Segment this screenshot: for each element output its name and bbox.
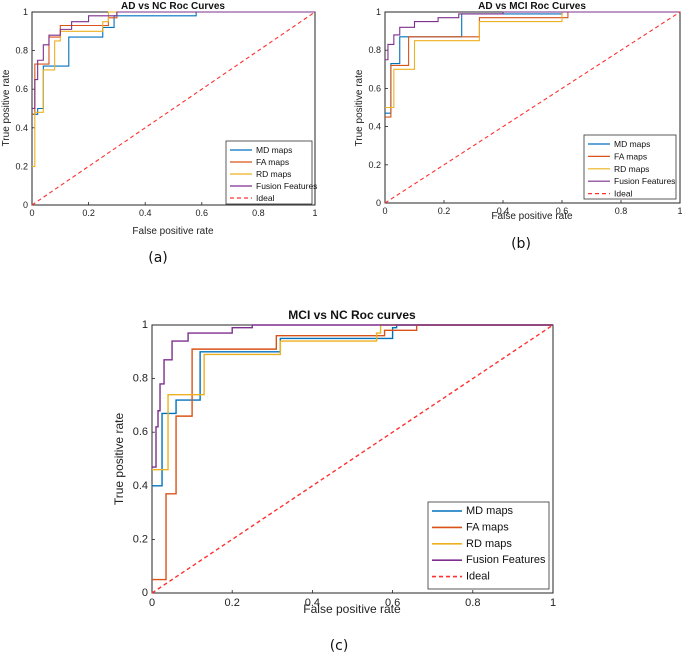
x-tick-label: 0.2: [82, 208, 95, 218]
panel-c: 0 0.2 0.4 0.6 0.8 1 0 0.2 0.4 0.6 0.8 1 MCI vs NC R…: [112, 308, 556, 654]
x-axis-label: False positive rate: [491, 211, 573, 222]
series-group: [151, 324, 554, 594]
x-tick-label: 0.6: [556, 206, 569, 216]
y-tick-label: 1: [23, 7, 28, 17]
legend-box: [583, 134, 677, 200]
legend-box: [427, 501, 550, 590]
y-tick-label: 0.6: [133, 426, 148, 438]
x-tick-label: 1: [677, 206, 682, 216]
legend: MD maps FA maps RD maps Fusion Features Idea…: [427, 501, 550, 590]
series-line-fa-maps: [385, 11, 680, 118]
series-line-md-maps: [32, 11, 315, 115]
x-tick-label: 0.4: [305, 597, 320, 609]
series-group: [384, 11, 681, 204]
y-tick-label: 0.2: [15, 161, 28, 171]
x-tick-label: 0.2: [438, 206, 451, 216]
series-line-fusion-features: [32, 11, 315, 110]
series-line-ideal: [31, 11, 316, 206]
panel-a: 0 0.2 0.4 0.6 0.8 1 0 0.2 0.4 0.6 0.8 1 AD vs NC Ro…: [1, 1, 318, 266]
legend-label: Ideal: [614, 189, 633, 199]
y-tick-label: 0.4: [15, 123, 28, 133]
series-line-rd-maps: [152, 324, 553, 471]
x-tick-label: 0.4: [139, 208, 152, 218]
legend-label: Fusion Features: [466, 554, 546, 566]
y-axis-label: True positive rate: [354, 69, 365, 146]
x-tick-label: 0.6: [385, 597, 400, 609]
x-tick-label: 0.4: [497, 206, 510, 216]
x-tick-label: 0: [382, 206, 387, 216]
legend-label: Ideal: [256, 193, 275, 203]
y-tick-label: 0.2: [133, 533, 148, 545]
panel-caption: (c): [330, 638, 349, 654]
series-line-fusion-features: [385, 11, 680, 61]
y-tick-label: 0.4: [368, 122, 381, 132]
panel-caption: (b): [511, 236, 531, 252]
x-axis-label: False positive rate: [132, 226, 214, 237]
legend-label: MD maps: [466, 505, 514, 517]
series-line-md-maps: [152, 324, 553, 487]
y-tick-label: 0: [376, 198, 381, 208]
tick-group: 0 0.2 0.4 0.6 0.8 1 0 0.2 0.4 0.6 0.8 1: [368, 7, 682, 216]
x-tick-label: 1: [550, 597, 556, 609]
y-tick-label: 0.2: [368, 160, 381, 170]
y-tick-label: 0.4: [133, 480, 148, 492]
x-axis-label: False positive rate: [303, 602, 401, 616]
y-axis-label: True positive rate: [1, 69, 12, 146]
series-line-ideal: [151, 324, 554, 594]
series-group: [31, 11, 316, 206]
y-tick-label: 1: [376, 7, 381, 17]
legend-label: FA maps: [256, 157, 289, 167]
y-tick-label: 0: [142, 587, 148, 599]
x-tick-label: 0.2: [225, 597, 240, 609]
legend-label: FA maps: [466, 521, 509, 533]
series-line-fa-maps: [152, 324, 553, 581]
legend-label: RD maps: [466, 538, 512, 550]
legend-label: Fusion Features: [614, 176, 675, 186]
legend: MD maps FA maps RD maps Fusion Features Idea…: [583, 134, 677, 200]
series-line-ideal: [384, 11, 681, 204]
y-tick-label: 0.6: [368, 83, 381, 93]
tick-group: 0 0.2 0.4 0.6 0.8 1 0 0.2 0.4 0.6 0.8 1: [133, 319, 556, 609]
legend-label: RD maps: [614, 164, 649, 174]
legend-label: Fusion Features: [256, 181, 317, 191]
x-tick-label: 0: [149, 597, 155, 609]
chart-title: MCI vs NC Roc curves: [288, 308, 416, 322]
legend-label: MD maps: [256, 145, 292, 155]
y-tick-label: 1: [142, 319, 148, 331]
chart-title: AD vs MCI Roc Curves: [478, 1, 586, 12]
legend: MD maps FA maps RD maps Fusion Features Idea…: [225, 140, 317, 205]
legend-label: MD maps: [614, 139, 650, 149]
x-tick-label: 0.8: [252, 208, 265, 218]
series-line-rd-maps: [32, 11, 315, 167]
panel-b: 0 0.2 0.4 0.6 0.8 1 0 0.2 0.4 0.6 0.8 1 AD vs MCI R…: [354, 1, 683, 252]
series-line-fusion-features: [152, 324, 553, 468]
x-tick-label: 1: [312, 208, 317, 218]
x-tick-label: 0.8: [465, 597, 480, 609]
y-tick-label: 0.8: [15, 46, 28, 56]
x-tick-label: 0.6: [196, 208, 209, 218]
y-tick-label: 0.8: [368, 45, 381, 55]
legend-label: Ideal: [466, 571, 490, 583]
y-tick-label: 0.8: [133, 373, 148, 385]
x-tick-label: 0: [29, 208, 34, 218]
x-tick-label: 0.8: [615, 206, 628, 216]
chart-title: AD vs NC Roc Curves: [121, 1, 225, 12]
legend-box: [225, 140, 313, 205]
legend-label: FA maps: [614, 151, 647, 161]
legend-label: RD maps: [256, 169, 291, 179]
y-tick-label: 0: [23, 200, 28, 210]
y-tick-label: 0.6: [15, 84, 28, 94]
panel-caption: (a): [148, 250, 168, 266]
series-line-rd-maps: [385, 11, 680, 109]
y-axis-label: True positive rate: [112, 413, 126, 506]
